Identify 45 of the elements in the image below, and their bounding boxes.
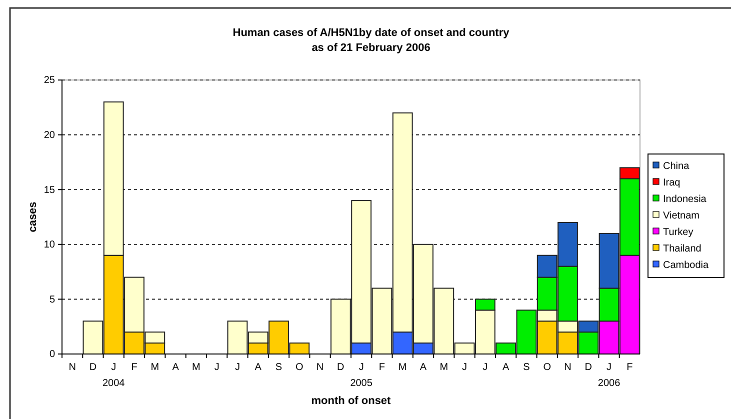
x-tick-label: J	[482, 362, 488, 373]
y-tick-label: 10	[44, 240, 56, 251]
x-tick-label: J	[234, 362, 240, 373]
x-tick-label: N	[68, 362, 76, 373]
x-tick-label: M	[440, 362, 448, 373]
y-axis-title: cases	[27, 202, 39, 232]
x-tick-label: D	[89, 362, 97, 373]
legend-label: China	[663, 161, 690, 172]
legend-label: Thailand	[663, 244, 702, 254]
y-tick-label: 20	[44, 130, 56, 141]
x-axis-title: month of onset	[311, 395, 392, 407]
x-tick-label: A	[420, 362, 427, 373]
x-tick-label: J 2004	[102, 362, 126, 389]
legend-label: Cambodia	[663, 260, 710, 271]
x-tick-label: S	[275, 362, 282, 373]
legend-label: Turkey	[663, 227, 694, 238]
x-tick-label: F	[626, 362, 633, 373]
y-tick-label: 15	[44, 184, 56, 196]
y-tick-label: 25	[44, 75, 56, 86]
x-tick-label: O	[543, 362, 552, 373]
y-tick-label: 5	[49, 294, 56, 306]
x-tick-label: D	[584, 362, 592, 373]
legend-label: Iraq	[663, 178, 680, 188]
x-tick-label: J 2006	[598, 362, 621, 389]
y-tick-label: 0	[49, 349, 56, 360]
x-tick-label: M	[150, 362, 160, 373]
x-tick-label: J	[462, 362, 468, 373]
x-tick-label: A	[254, 362, 262, 373]
x-tick-label: F	[131, 362, 138, 373]
x-tick-label: N	[316, 362, 324, 373]
legend-label: Vietnam	[663, 210, 700, 222]
x-tick-label: A	[172, 362, 180, 373]
x-tick-label: J 2005	[350, 362, 373, 389]
x-tick-label: N	[564, 362, 572, 373]
x-tick-label: D	[337, 362, 344, 373]
legend-label: Indonesia	[663, 194, 707, 205]
x-tick-label: A	[502, 362, 510, 373]
x-tick-label: F	[378, 362, 386, 373]
x-tick-label: M	[398, 362, 407, 373]
x-tick-label: M	[192, 362, 200, 373]
chart-title: Human cases of A/H5N1by date of onset and country	[232, 27, 510, 39]
chart-subtitle: as of 21 February 2006	[312, 42, 430, 54]
x-tick-label: S	[523, 362, 530, 373]
x-tick-label: J	[214, 362, 220, 373]
x-tick-label: O	[296, 362, 304, 373]
